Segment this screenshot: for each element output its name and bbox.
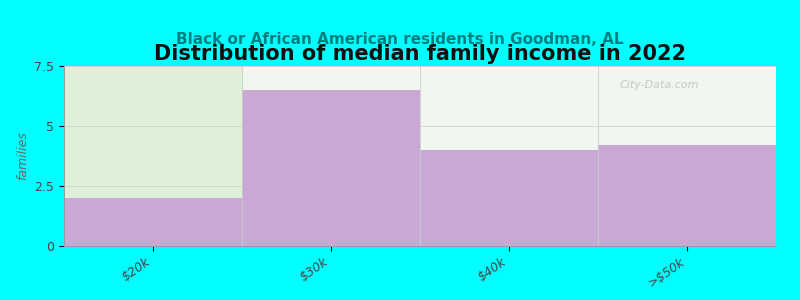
Text: City-Data.com: City-Data.com [619, 80, 699, 90]
Y-axis label: families: families [16, 132, 29, 180]
Title: Distribution of median family income in 2022: Distribution of median family income in … [154, 44, 686, 64]
Bar [598, 145, 776, 246]
Bar [242, 90, 420, 246]
Bar [64, 66, 242, 246]
Text: Black or African American residents in Goodman, AL: Black or African American residents in G… [176, 32, 624, 46]
Bar [64, 198, 242, 246]
Bar [420, 150, 598, 246]
